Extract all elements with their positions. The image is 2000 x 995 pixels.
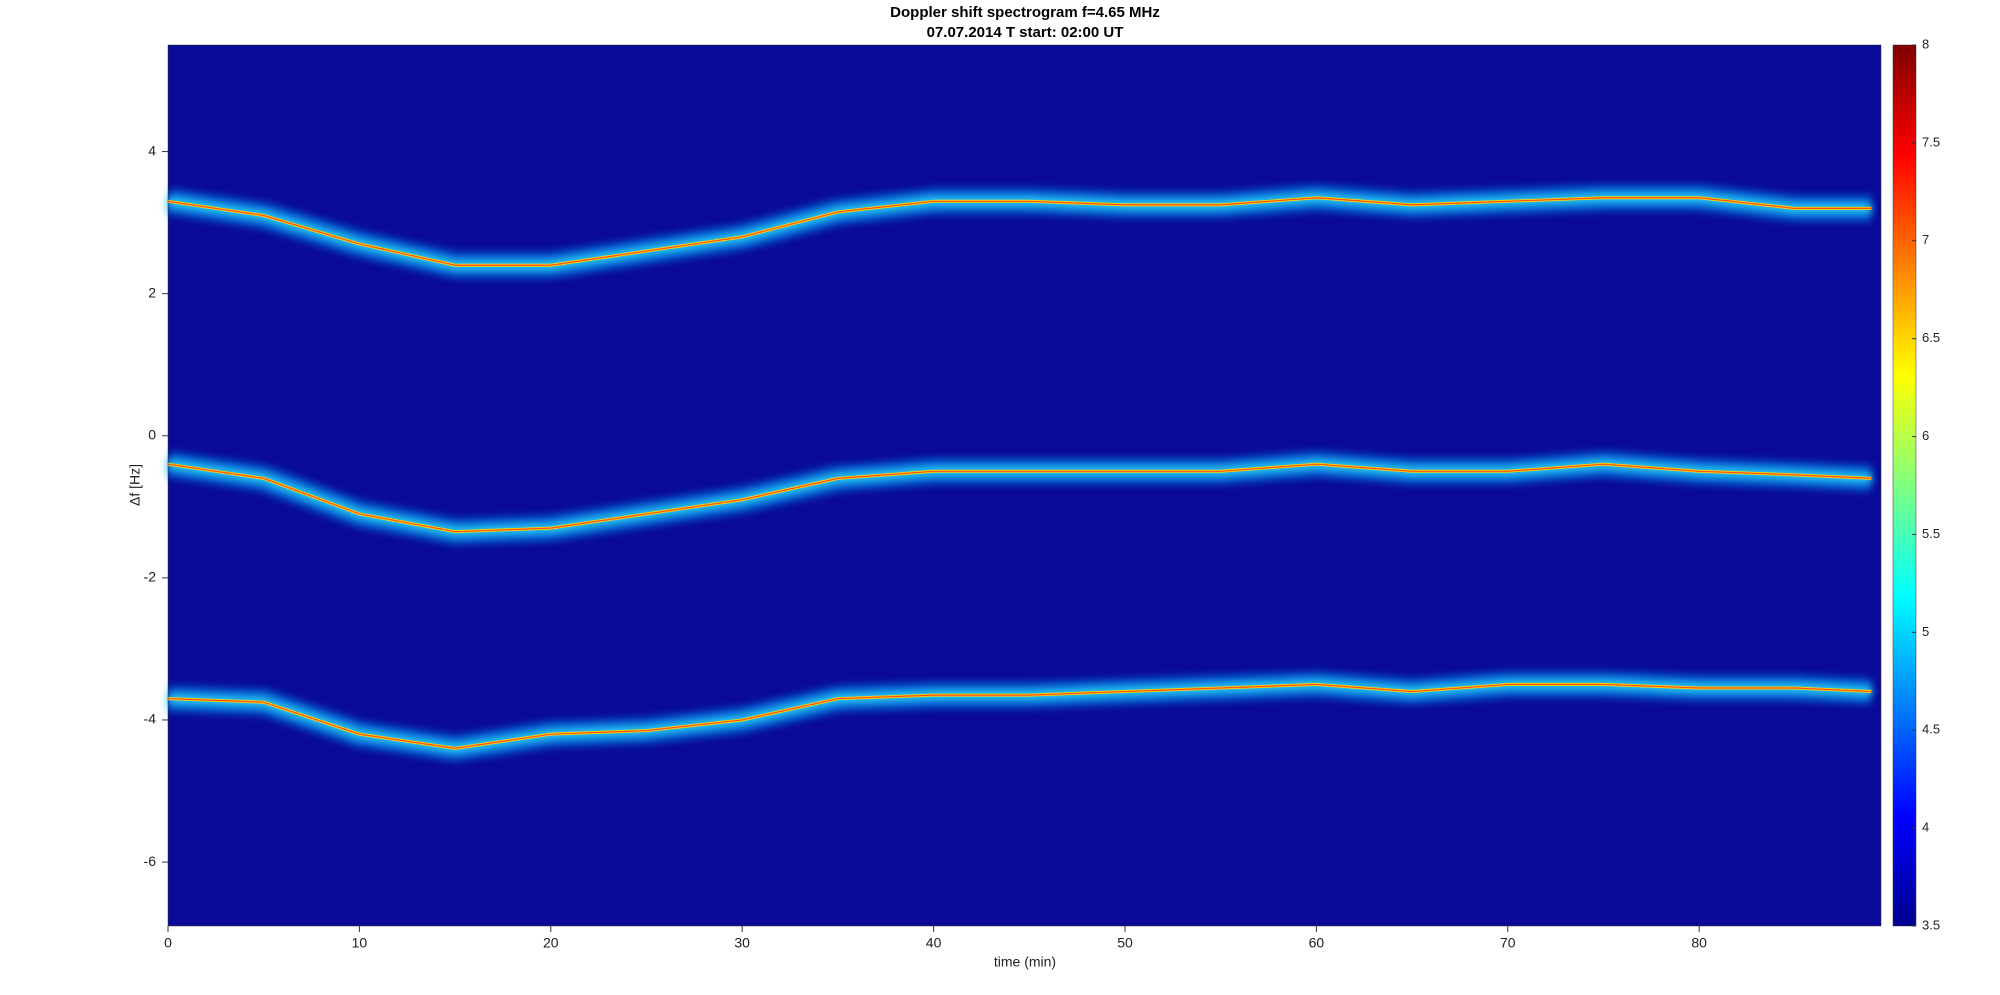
- x-tick-label: 70: [1500, 935, 1516, 951]
- colorbar-tick-label: 5: [1922, 624, 1929, 639]
- y-tick-label: -4: [144, 711, 157, 727]
- colorbar-tick-label: 5.5: [1922, 526, 1940, 541]
- y-tick-label: 0: [148, 426, 156, 442]
- trace-core: [167, 463, 1872, 533]
- x-tick-label: 0: [164, 935, 172, 951]
- colorbar-tick-label: 4: [1922, 820, 1929, 835]
- y-tick-label: 2: [148, 284, 156, 300]
- plot-area: [168, 45, 1881, 926]
- colorbar-tick-label: 4.5: [1922, 722, 1940, 737]
- x-tick-label: 40: [926, 935, 942, 951]
- colorbar-tick-label: 7: [1922, 232, 1929, 247]
- x-tick-label: 20: [543, 935, 559, 951]
- y-tick-label: 4: [148, 142, 156, 158]
- colorbar-tick-label: 3.5: [1922, 917, 1940, 932]
- x-axis-label: time (min): [994, 954, 1056, 970]
- chart-title: Doppler shift spectrogram f=4.65 MHz: [890, 4, 1160, 21]
- trace-core: [167, 197, 1872, 266]
- x-tick-label: 10: [352, 935, 368, 951]
- colorbar-tick-label: 6: [1922, 428, 1929, 443]
- colorbar-tick-label: 7.5: [1922, 134, 1940, 149]
- x-tick-label: 80: [1691, 935, 1707, 951]
- x-tick-label: 60: [1309, 935, 1325, 951]
- colorbar-tick-label: 8: [1922, 36, 1929, 51]
- plot-frame: [167, 44, 1882, 927]
- x-tick-label: 50: [1117, 935, 1133, 951]
- chart-subtitle: 07.07.2014 T start: 02:00 UT: [927, 24, 1124, 41]
- y-axis-label: Δf [Hz]: [127, 464, 143, 506]
- colorbar-tick-label: 6.5: [1922, 330, 1940, 345]
- x-tick-label: 30: [734, 935, 750, 951]
- colorbar: [1892, 44, 1917, 927]
- y-tick-label: -6: [144, 853, 157, 869]
- y-tick-label: -2: [144, 569, 157, 585]
- traces: [166, 184, 1873, 762]
- trace-core: [167, 683, 1872, 749]
